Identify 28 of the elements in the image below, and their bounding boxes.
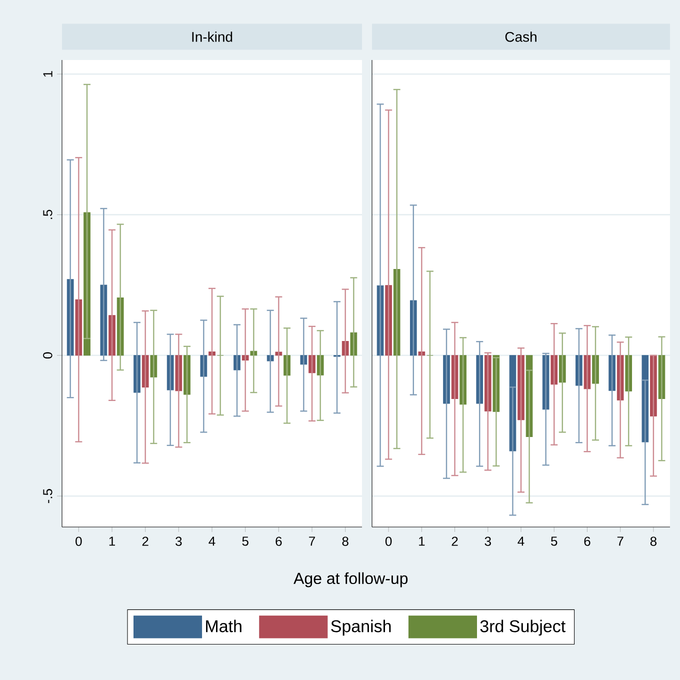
legend-label: 3rd Subject — [480, 620, 566, 636]
x-tick-label: 6 — [584, 536, 590, 546]
x-tick-label: 3 — [484, 536, 491, 546]
y-tick-label: .5 — [43, 210, 52, 219]
x-tick-label: 8 — [650, 536, 656, 546]
x-tick-label: 4 — [518, 536, 524, 546]
x-tick-label: 4 — [208, 536, 216, 546]
x-tick-label: 1 — [109, 536, 115, 546]
x-tick-label: 2 — [142, 536, 148, 546]
x-tick-label: 5 — [242, 536, 248, 546]
legend-label: Spanish — [331, 620, 391, 636]
legend-label: Math — [206, 620, 242, 632]
x-tick-label: 7 — [309, 536, 315, 546]
chart-title: In-kind — [192, 32, 232, 42]
x-axis-title: Age at follow-up — [294, 572, 408, 588]
x-tick-label: 5 — [551, 536, 558, 546]
x-tick-label: 0 — [385, 536, 392, 546]
x-tick-label: 0 — [76, 536, 82, 546]
x-tick-label: 6 — [276, 536, 282, 546]
x-tick-label: 2 — [452, 536, 458, 546]
chart-title: Cash — [505, 32, 536, 42]
y-tick-label: -.5 — [43, 489, 52, 504]
x-tick-label: 7 — [617, 536, 624, 546]
y-tick-label: 1 — [43, 71, 52, 77]
x-tick-label: 3 — [176, 536, 182, 546]
x-tick-label: 8 — [342, 536, 348, 546]
y-tick-label: 0 — [43, 352, 52, 358]
x-tick-label: 1 — [419, 536, 425, 546]
